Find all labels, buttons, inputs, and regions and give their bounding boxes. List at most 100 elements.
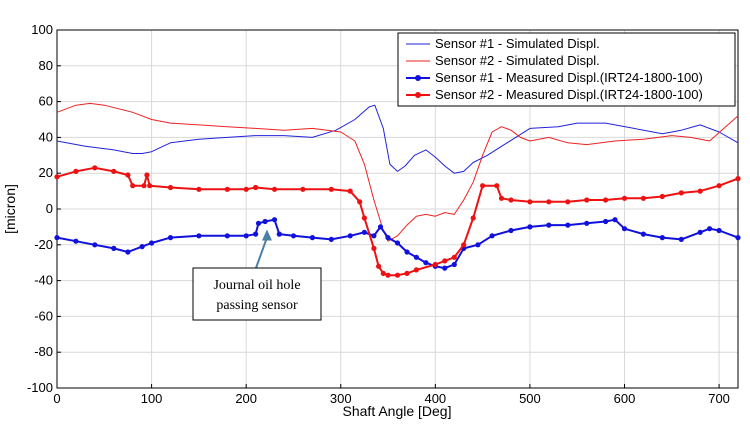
series-3-point (243, 186, 249, 192)
series-3-point (697, 188, 703, 194)
series-2-point (697, 229, 703, 235)
series-2-point (489, 233, 495, 239)
annotation-text-line1: Journal oil hole (213, 278, 300, 293)
series-2-point (640, 231, 647, 237)
annotation: Journal oil hole passing sensor (192, 229, 322, 321)
series-3-point (380, 270, 386, 276)
series-3-point (385, 272, 391, 278)
series-3-point (508, 197, 514, 203)
series-2-point (584, 220, 590, 226)
series-3-point (357, 199, 363, 205)
series-3-point (546, 199, 552, 205)
series-2-point (404, 249, 410, 255)
series-2-point (73, 238, 79, 244)
series-3-point (253, 184, 259, 191)
y-tick-label: -80 (34, 344, 53, 359)
series-2-point (377, 224, 384, 230)
series-3-point (376, 263, 382, 269)
y-tick-label: 40 (39, 129, 53, 144)
series-3-point (111, 168, 117, 174)
series-2-point (290, 233, 297, 239)
series-2-point (475, 242, 481, 248)
series-2-point (347, 233, 353, 239)
series-3 (54, 165, 741, 278)
series-3-point (224, 186, 230, 192)
y-tick-label: 100 (31, 22, 53, 37)
series-3-point (361, 215, 367, 221)
legend-label-3: Sensor #2 - Measured Displ.(IRT24-1800-1… (435, 87, 703, 102)
y-tick-label: -60 (34, 308, 53, 323)
series-3-point (271, 186, 278, 192)
y-tick-label: -20 (34, 237, 53, 252)
annotation-box (192, 267, 322, 321)
legend-label-1: Sensor #2 - Simulated Displ. (435, 53, 600, 68)
series-3-point (640, 195, 647, 201)
series-2-point (707, 226, 713, 232)
series-3-point (621, 195, 628, 201)
series-3-point (716, 183, 722, 189)
x-tick-label: 0 (53, 391, 60, 406)
series-2-point (442, 265, 448, 271)
series-2-point (659, 235, 665, 241)
legend-entry-0: Sensor #1 - Simulated Displ. (406, 36, 600, 51)
series-3-point (73, 168, 79, 174)
series-2-point (546, 222, 552, 228)
y-tick-label: 0 (46, 201, 53, 216)
series-2-point (328, 236, 334, 242)
x-tick-label: 300 (330, 391, 352, 406)
legend-entry-2: Sensor #1 - Measured Displ.(IRT24-1800-1… (406, 70, 703, 85)
y-axis-ticks: -100 -80 -60 -40 -20 0 20 40 60 80 100 (27, 22, 61, 395)
x-tick-label: 700 (708, 391, 730, 406)
series-2-point (508, 227, 514, 234)
series-3-point (141, 183, 147, 189)
series-2-point (394, 240, 401, 246)
series-2-point (735, 235, 741, 241)
series-1-line (56, 102, 739, 242)
series-2-point (603, 218, 609, 225)
legend-entry-1: Sensor #2 - Simulated Displ. (406, 53, 600, 68)
legend: Sensor #1 - Simulated Displ. Sensor #2 -… (397, 32, 736, 107)
series-3-point (92, 165, 98, 171)
y-tick-label: 80 (39, 58, 53, 73)
series-layer (54, 102, 741, 278)
legend-marker-2 (415, 75, 421, 81)
series-2-point (276, 231, 282, 237)
series-2-point (253, 231, 259, 237)
y-axis-label: [micron] (2, 184, 18, 234)
series-2-point (527, 224, 533, 230)
series-2-point (451, 261, 457, 268)
legend-entry-3: Sensor #2 - Measured Displ.(IRT24-1800-1… (406, 87, 703, 102)
x-tick-label: 500 (519, 391, 541, 406)
series-2-point (262, 218, 268, 225)
x-tick-label: 200 (235, 391, 257, 406)
series-3-point (603, 197, 609, 203)
y-tick-label: 60 (39, 94, 53, 109)
series-3-point (494, 183, 500, 189)
x-axis-ticks: 0 100 200 300 400 500 600 700 (53, 384, 730, 406)
series-3-point (144, 172, 150, 178)
annotation-arrow (255, 237, 268, 269)
series-3-point (300, 186, 306, 192)
series-3-point (196, 186, 202, 192)
series-3-point (147, 183, 153, 189)
legend-label-0: Sensor #1 - Simulated Displ. (435, 36, 600, 51)
y-tick-label: -40 (34, 273, 53, 288)
series-2-point (612, 217, 618, 223)
legend-marker-3 (415, 92, 421, 98)
series-2-point (54, 235, 60, 241)
series-1 (56, 102, 739, 242)
series-3-point (167, 184, 174, 191)
series-3-point (130, 183, 136, 189)
series-2-point (255, 220, 262, 226)
series-0 (56, 104, 739, 174)
series-2-point (371, 233, 377, 239)
x-axis-label: Shaft Angle [Deg] (343, 403, 452, 419)
series-2-point (92, 242, 98, 248)
legend-box (397, 32, 736, 107)
series-2-point (413, 254, 419, 260)
series-3-point (442, 258, 448, 264)
series-2-point (271, 217, 278, 223)
series-3-point (480, 183, 486, 189)
series-2-point (678, 236, 684, 242)
